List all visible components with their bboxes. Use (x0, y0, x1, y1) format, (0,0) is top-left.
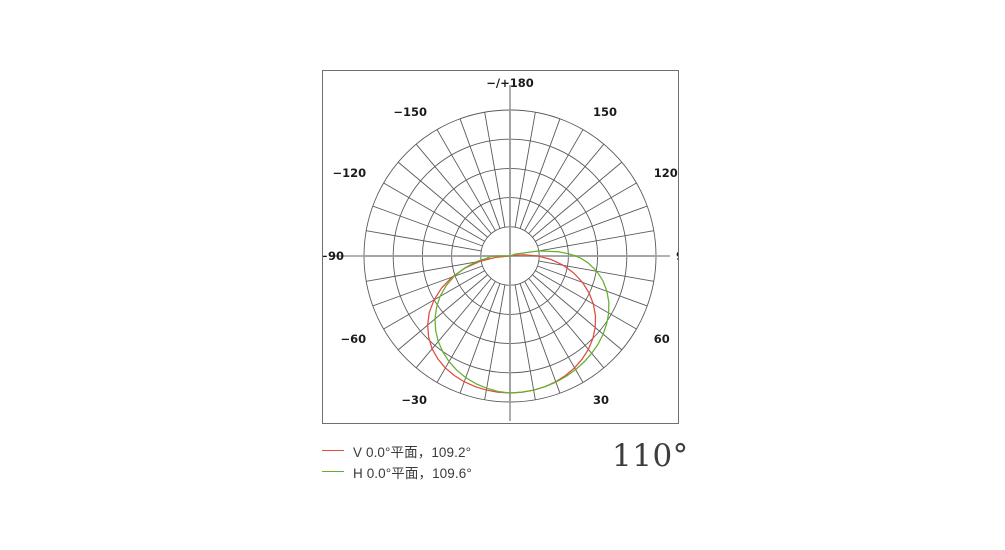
polar-grid (331, 85, 670, 421)
axis-label: −150 (393, 105, 427, 119)
curve-h-plane (434, 250, 610, 394)
axis-label: 0 (506, 422, 514, 423)
chart-frame: 0 30 60 90 120 150 −/+180 −150 −120 −90 −60 −30 (322, 70, 679, 424)
axis-label: −/+180 (486, 76, 533, 90)
axis-label: −30 (401, 393, 427, 407)
legend-color-swatch-v (322, 450, 344, 451)
data-curves (427, 250, 610, 394)
axis-label: 30 (593, 393, 609, 407)
axis-label: 60 (654, 332, 670, 346)
legend-item-h: H 0.0°平面，109.6° (322, 461, 622, 482)
axis-label: 120 (654, 166, 678, 180)
legend-item-v: V 0.0°平面，109.2° (322, 440, 622, 461)
axis-labels: 0 30 60 90 120 150 −/+180 −150 −120 −90 −60 −30 (323, 76, 678, 423)
legend-label-h: H 0.0°平面，109.6° (353, 465, 472, 481)
axis-label: 90 (676, 249, 678, 263)
axis-label: −60 (341, 332, 367, 346)
legend-color-swatch-h (322, 471, 344, 472)
polar-plot: 0 30 60 90 120 150 −/+180 −150 −120 −90 −60 −30 (323, 76, 678, 423)
axis-label: −90 (323, 249, 344, 263)
legend: V 0.0°平面，109.2° H 0.0°平面，109.6° (322, 440, 622, 482)
beam-angle-value: 110° (612, 438, 689, 474)
legend-label-v: V 0.0°平面，109.2° (353, 444, 472, 460)
axis-label: −120 (333, 166, 367, 180)
axis-label: 150 (593, 105, 617, 119)
